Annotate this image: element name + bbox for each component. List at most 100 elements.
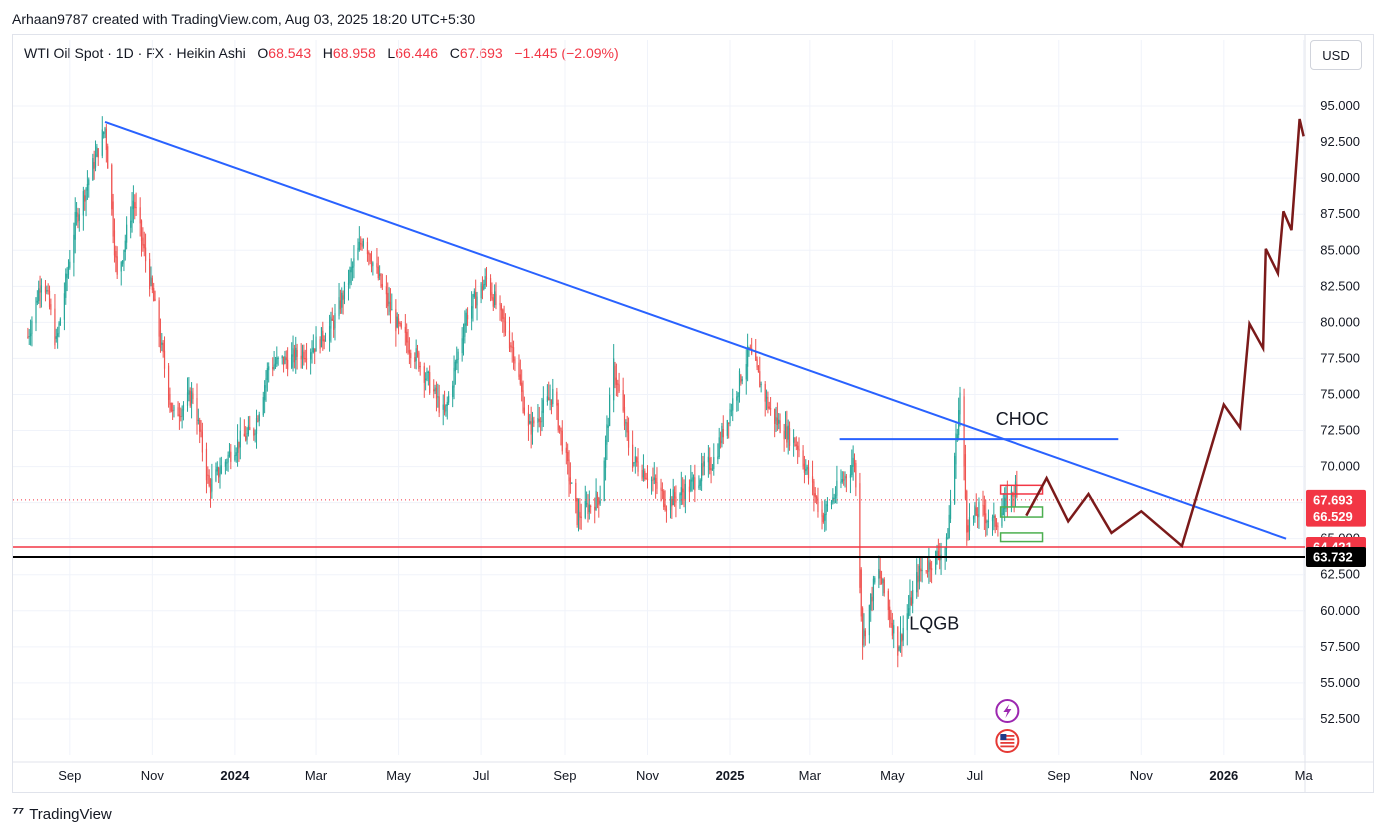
candle-body bbox=[912, 589, 914, 604]
candle-body bbox=[874, 577, 876, 583]
candle-body bbox=[803, 463, 806, 473]
candle-body bbox=[745, 364, 747, 380]
candle-body bbox=[893, 625, 895, 634]
candle-body bbox=[721, 426, 723, 443]
candle-body bbox=[324, 340, 327, 342]
candle-body bbox=[139, 207, 141, 224]
candle-body bbox=[669, 496, 672, 511]
candle-body bbox=[947, 537, 949, 540]
candle-body bbox=[44, 286, 47, 293]
candle-body bbox=[388, 301, 390, 304]
candle-body bbox=[416, 350, 419, 354]
candle-body bbox=[177, 407, 179, 416]
price-tick-label: 57.500 bbox=[1320, 639, 1360, 654]
candle-body bbox=[776, 417, 778, 426]
candle-body bbox=[437, 396, 439, 398]
candle-body bbox=[816, 496, 818, 499]
time-tick-label: Nov bbox=[141, 768, 165, 783]
candle-body bbox=[906, 613, 908, 631]
candle-body bbox=[1010, 489, 1013, 507]
candle-body bbox=[69, 261, 71, 268]
candle-body bbox=[84, 195, 86, 202]
candle-body bbox=[419, 366, 421, 368]
event-icons bbox=[995, 699, 1020, 753]
candle-body bbox=[560, 427, 562, 432]
time-tick-label: Jul bbox=[473, 768, 490, 783]
candle-body bbox=[310, 352, 312, 360]
candle-body bbox=[975, 507, 977, 516]
candle-body bbox=[680, 487, 682, 496]
candle-body bbox=[882, 578, 884, 584]
candle-body bbox=[65, 273, 67, 298]
candle-body bbox=[366, 241, 369, 255]
candle-body bbox=[266, 368, 268, 380]
candle-body bbox=[134, 202, 136, 209]
candle-body bbox=[936, 550, 938, 555]
candle-body bbox=[284, 356, 286, 364]
price-tick-label: 87.500 bbox=[1320, 206, 1360, 221]
candle-body bbox=[824, 513, 826, 521]
candle-body bbox=[120, 262, 122, 272]
candle-body bbox=[830, 501, 833, 505]
zone-box-red bbox=[999, 484, 1044, 495]
candle-body bbox=[590, 505, 592, 508]
candle-body bbox=[646, 478, 649, 481]
candle-body bbox=[641, 470, 643, 479]
candle-body bbox=[925, 570, 927, 572]
candle-body bbox=[423, 366, 425, 383]
candle-body bbox=[291, 354, 293, 368]
candle-body bbox=[948, 514, 950, 538]
candle-body bbox=[399, 322, 401, 324]
candle-body bbox=[287, 359, 289, 370]
candle-body bbox=[580, 516, 582, 519]
candle-body bbox=[977, 514, 979, 518]
tradingview-footer[interactable]: ⁷⁷ TradingView bbox=[12, 805, 112, 823]
candle-body bbox=[822, 515, 824, 522]
candle-body bbox=[29, 333, 32, 337]
candle-body bbox=[395, 309, 397, 332]
candle-body bbox=[1002, 507, 1004, 516]
candle-body bbox=[452, 385, 454, 397]
candle-body bbox=[35, 298, 37, 324]
candle-body bbox=[85, 188, 87, 201]
legend-open: 68.543 bbox=[268, 45, 312, 61]
candle-body bbox=[457, 351, 459, 360]
candle-body bbox=[339, 300, 341, 310]
candle-body bbox=[625, 422, 627, 424]
legend-high-label: H bbox=[322, 45, 333, 61]
candle-body bbox=[937, 551, 939, 557]
candle-body bbox=[101, 129, 103, 156]
candle-body bbox=[968, 517, 971, 532]
lightning-event-icon bbox=[995, 699, 1020, 723]
candle-body bbox=[112, 201, 114, 237]
candle-body bbox=[380, 274, 382, 287]
candle-body bbox=[711, 468, 714, 470]
candle-body bbox=[993, 515, 995, 518]
time-tick-label: Sep bbox=[553, 768, 576, 783]
projection-path bbox=[1025, 118, 1305, 549]
candle-body bbox=[918, 565, 921, 582]
candle-body bbox=[703, 461, 705, 467]
candle-body bbox=[103, 132, 105, 135]
candle-body bbox=[879, 570, 881, 579]
candle-body bbox=[201, 431, 204, 453]
legend-symbol[interactable]: WTI Oil Spot · 1D · FX · Heikin Ashi bbox=[24, 45, 246, 61]
candle-body bbox=[702, 466, 704, 468]
price-tag-bg bbox=[1306, 489, 1366, 510]
candle-body bbox=[445, 404, 447, 412]
candle-body bbox=[349, 269, 351, 284]
candle-body bbox=[265, 378, 267, 388]
candle-body bbox=[149, 258, 151, 290]
candle-body bbox=[732, 398, 734, 411]
candle-body bbox=[774, 408, 776, 424]
candle-body bbox=[180, 416, 182, 418]
candle-body bbox=[533, 420, 535, 424]
candle-body bbox=[556, 391, 558, 406]
candle-body bbox=[747, 345, 749, 367]
currency-button[interactable]: USD bbox=[1310, 40, 1362, 70]
candle-body bbox=[115, 251, 117, 258]
candle-body bbox=[675, 496, 677, 503]
candle-body bbox=[787, 425, 789, 440]
candle-body bbox=[598, 497, 600, 505]
